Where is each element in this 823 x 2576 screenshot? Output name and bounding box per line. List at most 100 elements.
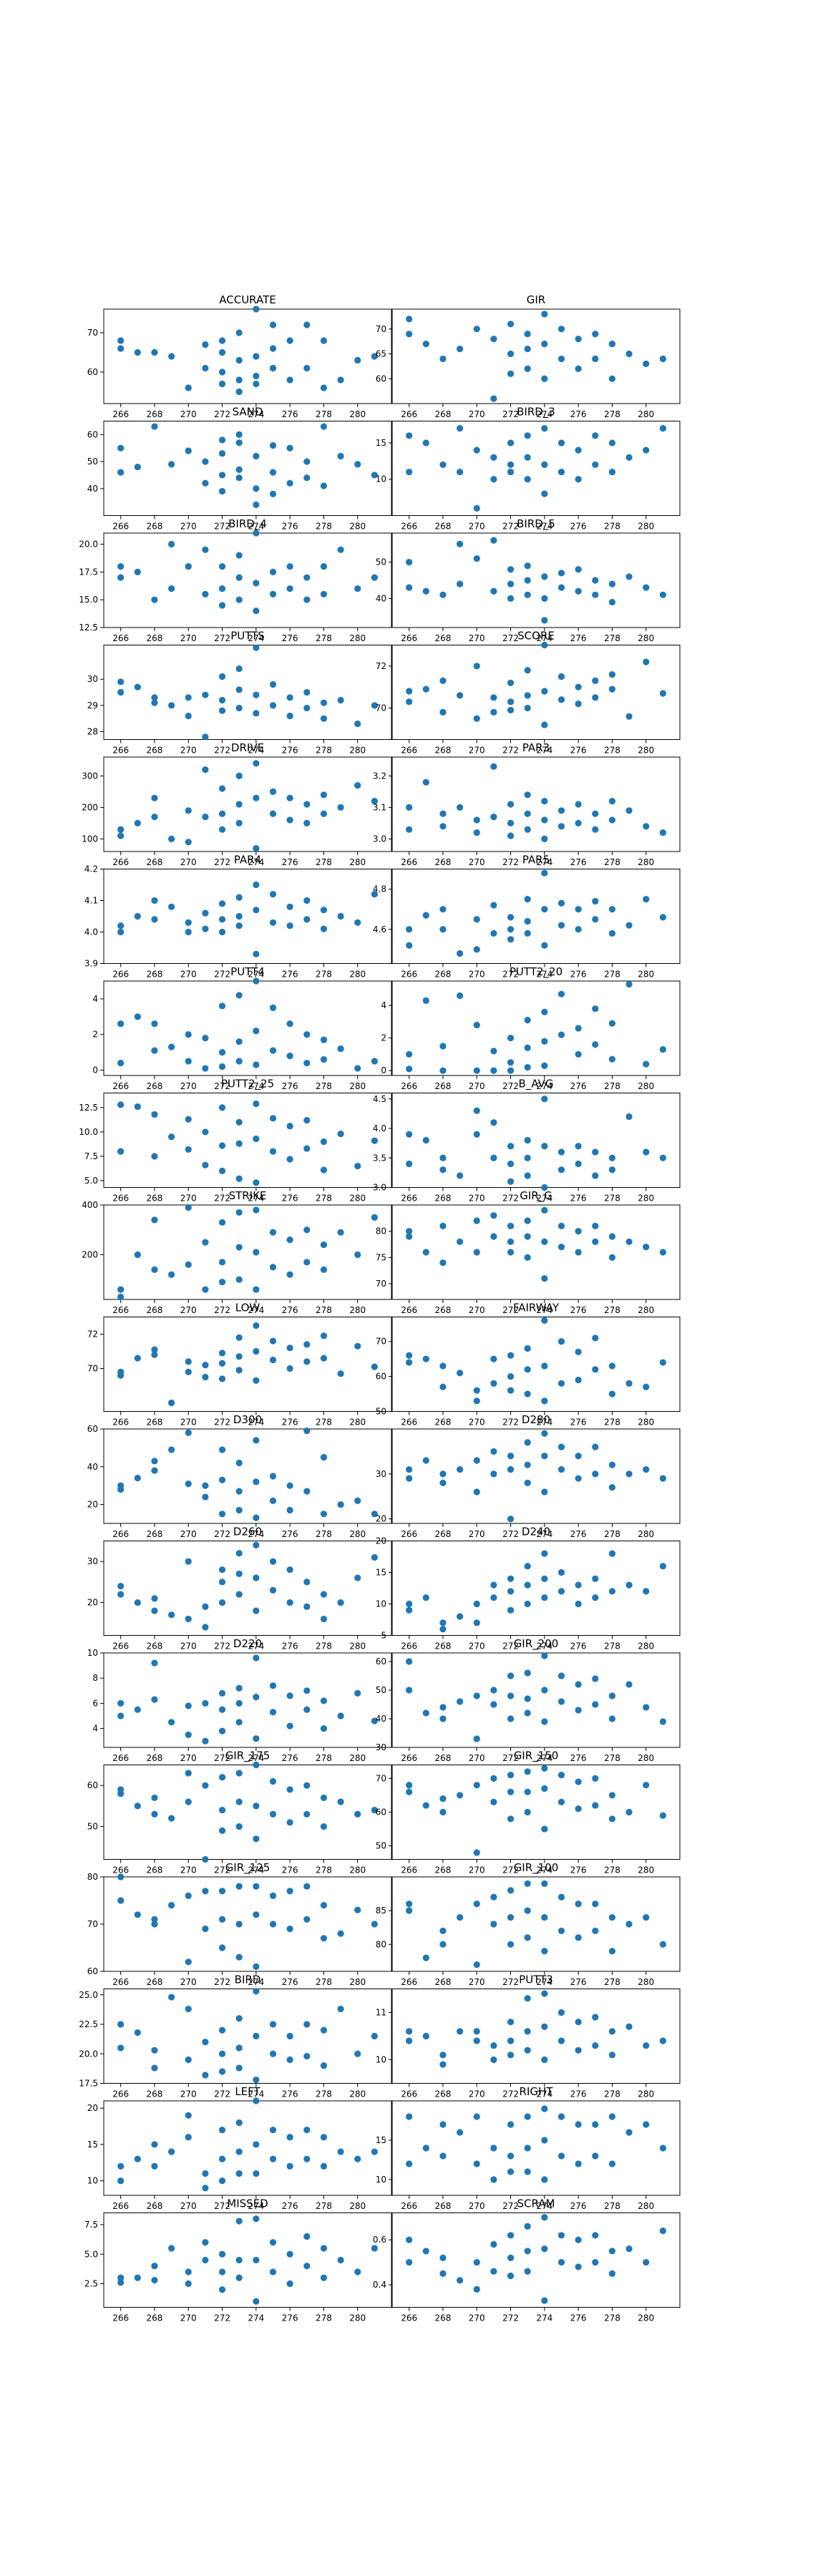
data-point <box>218 928 226 936</box>
data-point <box>202 1373 209 1381</box>
y-tick-label: 50 <box>376 557 386 567</box>
data-point <box>286 1482 293 1489</box>
y-tick-label: 60 <box>87 1966 98 1976</box>
data-point <box>253 1322 260 1330</box>
x-tick-label: 278 <box>316 1081 332 1091</box>
plot-frame <box>103 2100 392 2196</box>
data-point <box>422 1457 429 1464</box>
data-point <box>253 2076 260 2084</box>
data-point <box>253 1478 260 1485</box>
data-point <box>541 1990 548 1997</box>
x-tick-label: 280 <box>638 1641 654 1652</box>
data-point <box>202 2072 209 2079</box>
data-point <box>235 1770 243 1777</box>
data-point <box>151 1153 158 1160</box>
y-tick-label: 60 <box>87 1780 98 1790</box>
data-point <box>507 1035 515 1042</box>
data-point <box>202 814 209 821</box>
data-point <box>659 1563 666 1570</box>
data-point <box>235 801 243 808</box>
data-point <box>608 798 616 805</box>
data-point <box>235 2015 243 2022</box>
y-tick-label: 300 <box>82 771 98 781</box>
data-point <box>202 2039 209 2046</box>
data-point <box>303 1579 311 1586</box>
data-point <box>134 2029 141 2036</box>
x-tick-label: 266 <box>112 970 129 980</box>
plot-frame <box>103 980 392 1076</box>
x-tick-label: 266 <box>112 2201 129 2211</box>
x-tick-label: 278 <box>316 1418 332 1428</box>
data-point <box>524 1709 531 1717</box>
x-tick-label: 266 <box>112 409 129 419</box>
data-point <box>643 2121 650 2128</box>
plot-frame <box>391 1876 681 1972</box>
data-point <box>507 936 515 943</box>
data-point <box>235 431 243 438</box>
data-point <box>337 2005 344 2013</box>
x-tick-label: 272 <box>502 633 519 643</box>
x-tick-label: 278 <box>316 1194 332 1204</box>
data-point <box>422 1954 429 1961</box>
x-tick-label: 266 <box>112 1194 129 1204</box>
data-point <box>134 2155 141 2162</box>
x-tick-label: 276 <box>282 1753 298 1763</box>
data-point <box>507 1222 515 1229</box>
y-tick-label: 75 <box>376 1252 386 1262</box>
data-point <box>439 2152 447 2160</box>
data-point <box>218 1807 226 1814</box>
data-point <box>473 1849 480 1856</box>
data-point <box>625 350 633 358</box>
data-point <box>524 826 531 833</box>
data-point <box>253 1883 260 1890</box>
data-point <box>202 2239 209 2246</box>
data-point <box>117 1293 125 1301</box>
data-point <box>541 1062 548 1069</box>
data-point <box>524 1695 531 1702</box>
data-point <box>456 1172 464 1179</box>
data-point <box>608 468 616 476</box>
data-point <box>557 1148 565 1156</box>
x-tick-label: 268 <box>146 409 162 419</box>
data-point <box>269 2127 277 2134</box>
data-point <box>406 698 413 706</box>
data-point <box>235 912 243 920</box>
data-point <box>490 694 497 701</box>
data-point <box>218 487 226 495</box>
data-point <box>185 807 192 814</box>
data-point <box>406 2037 413 2044</box>
data-point <box>456 804 464 811</box>
x-tick-label: 270 <box>180 1081 197 1091</box>
data-point <box>235 686 243 693</box>
data-point <box>507 926 515 933</box>
data-point <box>490 1448 497 1455</box>
data-point <box>218 602 226 609</box>
x-tick-label: 276 <box>570 1753 587 1763</box>
data-point <box>218 673 226 680</box>
x-tick-label: 276 <box>282 1865 298 1875</box>
data-point <box>218 1049 226 1056</box>
data-point <box>235 2218 243 2225</box>
y-tick-label: 65 <box>376 349 386 359</box>
data-point <box>608 375 616 382</box>
data-point <box>235 1550 243 1557</box>
data-point <box>218 1063 226 1070</box>
data-point <box>320 1591 328 1598</box>
plot-frame <box>103 1093 392 1188</box>
data-point <box>354 585 361 592</box>
data-point <box>151 1346 158 1353</box>
data-point <box>117 2279 125 2286</box>
plot-frame <box>103 1541 392 1636</box>
data-point <box>490 1775 497 1782</box>
data-point <box>422 1802 429 1809</box>
data-point <box>557 823 565 830</box>
data-point <box>286 922 293 930</box>
data-point <box>151 596 158 603</box>
x-tick-label: 276 <box>282 1418 298 1428</box>
data-point <box>320 337 328 344</box>
data-point <box>557 2232 565 2239</box>
x-tick-label: 274 <box>248 970 264 980</box>
